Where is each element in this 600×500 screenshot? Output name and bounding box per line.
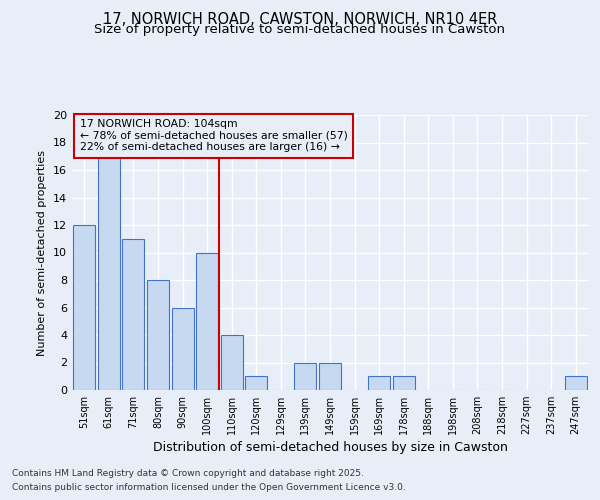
Bar [565,376,587,390]
Y-axis label: Number of semi-detached properties: Number of semi-detached properties [37,150,47,356]
Bar [319,362,341,390]
Bar [245,376,268,390]
Bar [147,280,169,390]
Bar [392,376,415,390]
Text: 17, NORWICH ROAD, CAWSTON, NORWICH, NR10 4ER: 17, NORWICH ROAD, CAWSTON, NORWICH, NR10… [103,12,497,28]
Bar [122,239,145,390]
Bar [295,362,316,390]
Bar [368,376,390,390]
Text: Contains HM Land Registry data © Crown copyright and database right 2025.: Contains HM Land Registry data © Crown c… [12,468,364,477]
Bar [221,335,243,390]
Bar [172,308,194,390]
Bar [98,156,120,390]
Text: 17 NORWICH ROAD: 104sqm
← 78% of semi-detached houses are smaller (57)
22% of se: 17 NORWICH ROAD: 104sqm ← 78% of semi-de… [80,119,347,152]
X-axis label: Distribution of semi-detached houses by size in Cawston: Distribution of semi-detached houses by … [152,442,508,454]
Text: Contains public sector information licensed under the Open Government Licence v3: Contains public sector information licen… [12,484,406,492]
Bar [73,225,95,390]
Text: Size of property relative to semi-detached houses in Cawston: Size of property relative to semi-detach… [95,22,505,36]
Bar [196,252,218,390]
